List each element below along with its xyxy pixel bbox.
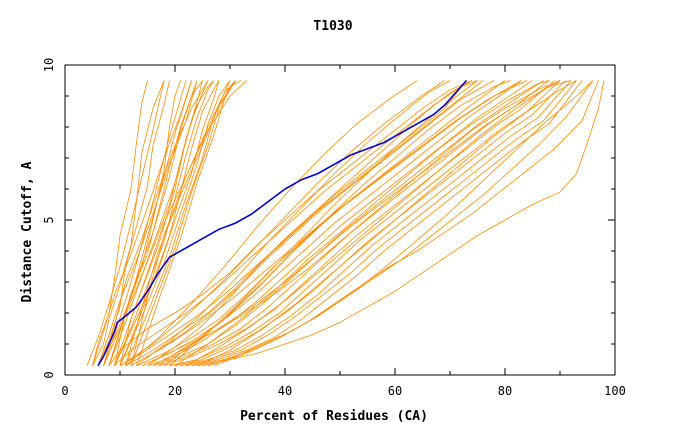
series-line-32 xyxy=(141,80,522,367)
x-tick-label: 0 xyxy=(61,384,68,398)
series-line-8 xyxy=(114,80,214,366)
series-line-47 xyxy=(147,80,473,367)
series-line-41 xyxy=(191,80,583,367)
series-line-3 xyxy=(92,80,148,366)
series-line-39 xyxy=(180,80,572,367)
chart-title: T1030 xyxy=(313,19,352,34)
series-line-18 xyxy=(103,80,209,366)
y-tick-label: 10 xyxy=(42,58,56,72)
series-line-12 xyxy=(119,80,231,366)
series-line-56 xyxy=(185,80,561,367)
x-tick-label: 100 xyxy=(604,384,626,398)
series-line-15 xyxy=(136,80,236,366)
series-line-37 xyxy=(169,80,561,367)
series-line-24 xyxy=(97,80,198,366)
series-line-48 xyxy=(158,80,522,367)
series-line-16 xyxy=(108,80,198,366)
series-line-38 xyxy=(174,80,566,367)
series-line-34 xyxy=(152,80,544,367)
series-line-36 xyxy=(163,80,555,367)
series-line-50 xyxy=(119,80,445,367)
series-line-17 xyxy=(114,80,181,366)
series-line-11 xyxy=(114,80,220,366)
x-tick-label: 80 xyxy=(498,384,512,398)
series-line-25 xyxy=(86,80,165,366)
x-axis: 0 20 40 60 80 100 xyxy=(61,65,626,398)
series-line-42 xyxy=(196,80,599,367)
series-line-21 xyxy=(130,80,231,366)
y-axis-label: Distance Cutoff, A xyxy=(20,161,35,302)
series-line-51 xyxy=(136,80,451,367)
x-tick-label: 20 xyxy=(168,384,182,398)
series-line-14 xyxy=(130,80,242,366)
highlight-series-line xyxy=(97,79,468,367)
y-axis: 0 5 10 xyxy=(42,58,615,379)
highlight-series-group xyxy=(97,79,468,367)
background-series-group xyxy=(86,80,605,367)
series-line-49 xyxy=(207,80,594,367)
y-tick-label: 5 xyxy=(42,216,56,223)
series-line-43 xyxy=(202,80,605,367)
series-line-45 xyxy=(152,80,572,367)
series-line-52 xyxy=(213,80,594,367)
series-line-30 xyxy=(130,80,495,367)
series-line-57 xyxy=(196,80,577,367)
series-line-40 xyxy=(185,80,577,367)
series-line-55 xyxy=(174,80,550,367)
series-line-33 xyxy=(147,80,533,367)
series-line-26 xyxy=(108,80,473,366)
series-line-23 xyxy=(92,80,192,366)
series-line-27 xyxy=(114,80,478,366)
series-line-28 xyxy=(119,80,467,367)
series-line-10 xyxy=(108,80,214,366)
series-line-20 xyxy=(125,80,236,366)
series-line-1 xyxy=(92,80,165,366)
x-axis-label: Percent of Residues (CA) xyxy=(240,409,428,424)
series-line-5 xyxy=(97,80,192,366)
series-line-53 xyxy=(125,80,418,367)
series-line-2 xyxy=(97,80,170,366)
x-tick-label: 60 xyxy=(388,384,402,398)
y-tick-label: 0 xyxy=(42,371,56,378)
series-line-22 xyxy=(114,80,203,366)
series-line-31 xyxy=(136,80,506,367)
x-tick-label: 40 xyxy=(278,384,292,398)
series-line-29 xyxy=(125,80,484,367)
